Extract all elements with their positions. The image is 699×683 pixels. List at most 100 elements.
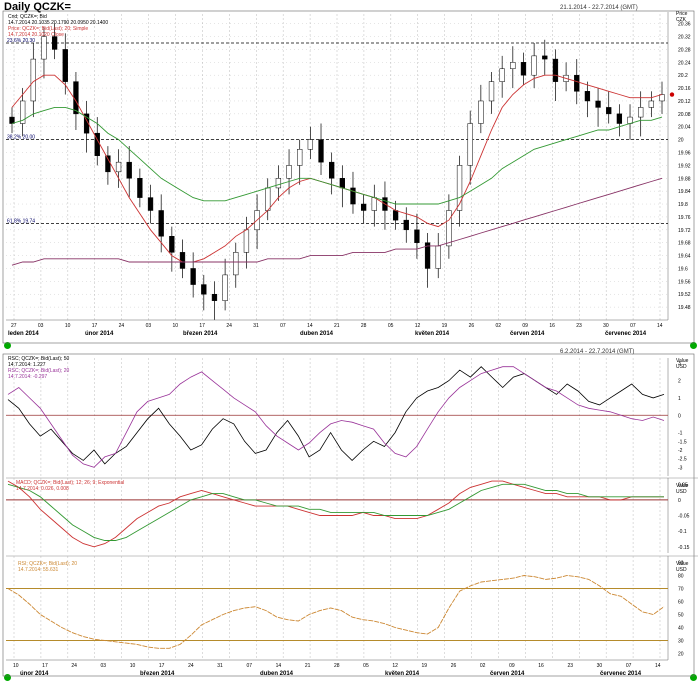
candle [435,245,441,269]
y-tick-label: 19.8 [678,202,688,208]
rsi-y-tick: 80 [678,574,684,580]
y-tick-label: 19.6 [678,266,688,272]
x-day-label-bottom: 31 [217,663,223,669]
x-day-label: 28 [361,323,367,329]
x-month-label: červenec 2014 [605,331,647,337]
x-day-label-bottom: 10 [130,663,136,669]
candle [531,55,537,76]
candle [659,94,665,102]
macd-legend-1: MACD; QCZK=; Bid(Last); 12; 26; 9; Expon… [16,480,125,486]
x-day-label-bottom: 21 [305,663,311,669]
x-day-label: 17 [199,323,205,329]
macd-y-tick: -0.05 [678,514,690,520]
rsi-axis-unit: USD [676,567,687,573]
x-day-label-bottom: 14 [276,663,282,669]
legend-line-4: 14.7.2014 20.1020 Close [8,32,64,38]
candle [9,116,15,124]
x-day-label-bottom: 16 [538,663,544,669]
status-dot-right-bottom[interactable] [690,674,697,681]
y-tick-label: 20.04 [678,125,691,131]
x-day-label-bottom: 28 [334,663,340,669]
osc-y-tick: 1 [678,396,681,402]
y-tick-label: 20.08 [678,112,691,118]
x-month-label: červen 2014 [510,331,545,337]
candle [190,268,196,285]
x-axes: 27 03 10 17 24 03 10 17 24 31 07 14 21 28 05 12 19 26 02 09… [6,319,668,677]
moving-average-line [11,177,663,266]
candle [30,58,36,102]
status-dot-left-top[interactable] [4,342,11,349]
x-month-label-bottom: duben 2014 [260,671,294,677]
x-day-label: 30 [603,323,609,329]
x-month-label-bottom: březen 2014 [140,671,175,677]
candle [275,178,282,189]
osc-y-tick: -3 [678,465,683,471]
status-dot-left-bottom[interactable] [4,674,11,681]
rsi-legend: RSI; QCZK=; Bid(Last); 20 14.7.2014: 55.… [18,561,77,573]
x-month-label-bottom: květen 2014 [385,671,420,677]
moving-average-line [11,106,663,205]
rsi-y-tick: 30 [678,639,684,645]
osc-legend-3: RSC; QCZK=; Bid(Last); 20 [8,368,70,374]
y-tick-label: 19.76 [678,215,691,221]
candle [403,219,409,231]
rsi-y-tick: 70 [678,587,684,593]
x-day-label-bottom: 03 [101,663,107,669]
candle [584,91,591,102]
candle [648,100,654,108]
y-tick-label: 20.32 [678,35,691,41]
level-label: 23.6% 20.30 [7,38,35,44]
y-tick-label: 20.24 [678,60,691,66]
x-day-label-bottom: 24 [71,663,77,669]
candle [606,107,612,115]
x-day-label: 03 [146,323,152,329]
y-tick-label: 19.68 [678,241,691,247]
candle [446,210,452,247]
candle [243,229,250,253]
x-day-label-bottom: 26 [451,663,457,669]
candle [371,197,377,211]
candle [126,161,132,179]
y-tick-label: 19.48 [678,305,691,311]
candle [51,36,58,50]
rsi-y-tick: 50 [678,613,684,619]
rsi-y-tick: 20 [678,652,684,658]
x-day-label: 16 [549,323,555,329]
x-day-label: 07 [630,323,636,329]
x-month-label: únor 2014 [85,331,114,337]
candle [520,62,527,76]
status-dot-right-top[interactable] [690,342,697,349]
candle [478,100,484,124]
x-day-label: 05 [388,323,394,329]
rsi-line [7,575,665,649]
oscillator-line [7,366,665,465]
axis-unit: CZK [676,17,687,23]
candle [552,58,559,82]
osc-legend-1: RSC; QCZK=; Bid(Last); 50 [8,356,70,362]
price-window-frame [2,10,695,344]
candle [329,161,335,179]
candle [616,113,623,124]
macd-y-tick: 0 [678,498,681,504]
candle [83,113,90,134]
y-tick-label: 19.56 [678,279,691,285]
candle [41,36,47,60]
candle [350,187,356,205]
y-tick-label: 20 [678,138,684,144]
y-tick-label: 20.16 [678,86,691,92]
x-day-label: 07 [280,323,286,329]
osc-y-tick: -2 [678,448,683,454]
candle [574,74,580,92]
candle [297,149,303,166]
x-day-label: 17 [92,323,98,329]
macd-y-tick: -0.1 [678,529,687,535]
x-month-label: leden 2014 [8,331,39,337]
candle [147,197,154,211]
rsi-y-tick: 60 [678,600,684,606]
x-month-label-bottom: červenec 2014 [600,671,642,677]
x-day-label-bottom: 07 [246,663,252,669]
x-day-label-bottom: 05 [363,663,369,669]
